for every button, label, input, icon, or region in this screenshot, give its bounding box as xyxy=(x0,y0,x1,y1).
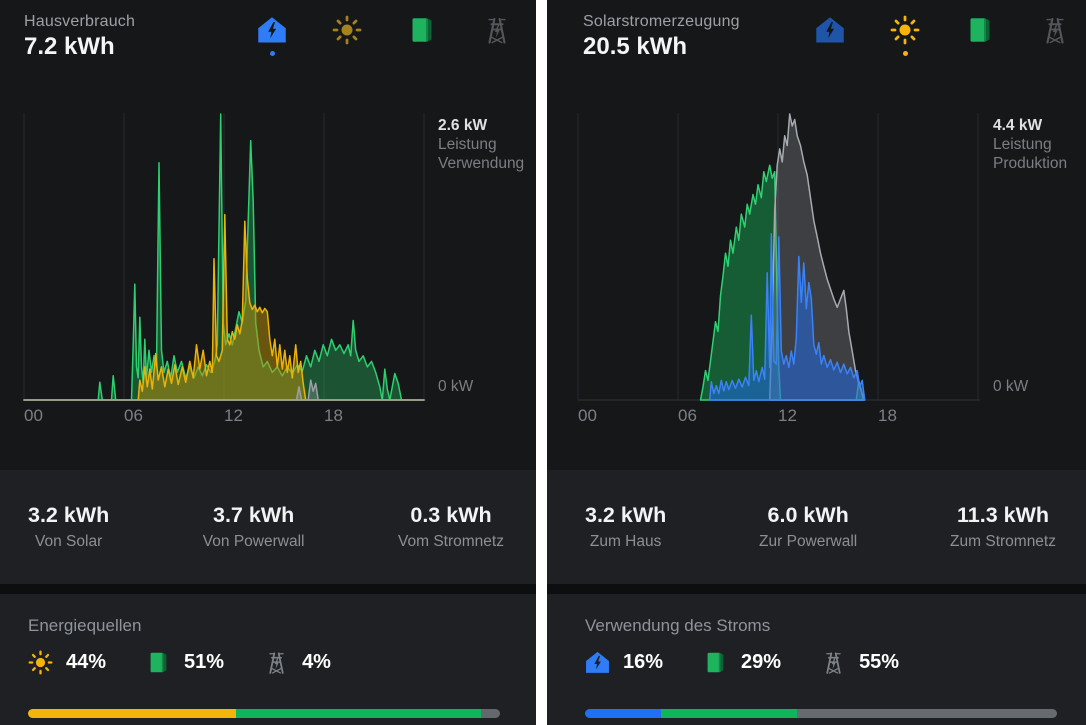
series-zum-haus xyxy=(699,164,864,401)
section-heading: Energiequellen xyxy=(28,616,142,635)
breakdown-item-grid: 55% xyxy=(821,650,899,675)
bar-segment xyxy=(28,709,236,718)
home-usage-chart xyxy=(23,113,426,401)
panel-title: Solarstromerzeugung xyxy=(583,13,740,30)
breakdown-item-sun: 44% xyxy=(28,650,106,675)
tab-grid[interactable] xyxy=(480,15,514,56)
stat-label: Von Solar xyxy=(35,533,103,550)
x-tick-label: 00 xyxy=(578,406,597,425)
stat-label: Zum Haus xyxy=(589,533,662,550)
tab-home[interactable] xyxy=(255,15,289,56)
series-zur-powerwall xyxy=(708,232,866,401)
tab-sun[interactable] xyxy=(888,15,922,56)
tab-grid[interactable] xyxy=(1038,15,1072,56)
stat-label: Zum Stromnetz xyxy=(950,533,1056,550)
y-axis-zero-label: 0 kW xyxy=(438,378,474,395)
stat-from-powerwall: 3.7 kWh Von Powerwall xyxy=(203,503,305,551)
percent-row: 44% 51% 4% xyxy=(28,650,331,675)
breakdown-percent: 16% xyxy=(623,651,664,673)
y-axis-sub1: Leistung xyxy=(438,136,497,153)
panel-solar-generation: Solarstromerzeugung 20.5 kWh 4.4 kW Leis… xyxy=(547,0,1086,725)
y-axis-zero-label: 0 kW xyxy=(993,378,1029,395)
x-tick-label: 06 xyxy=(124,406,143,425)
stat-from-solar: 3.2 kWh Von Solar xyxy=(28,503,109,551)
stats-band: 3.2 kWh Von Solar 3.7 kWh Von Powerwall … xyxy=(0,470,536,584)
breakdown-item-home: 16% xyxy=(585,650,663,675)
x-tick-label: 00 xyxy=(24,406,43,425)
breakdown-percent: 51% xyxy=(184,651,225,673)
breakdown-percent: 4% xyxy=(302,651,331,673)
y-max-value: 2.6 kW xyxy=(438,117,488,134)
powerwall-icon xyxy=(146,650,171,675)
stat-to-grid: 11.3 kWh Zum Stromnetz xyxy=(950,503,1056,551)
grid-icon xyxy=(821,650,846,675)
tab-sun[interactable] xyxy=(330,15,364,56)
breakdown-item-powerwall: 51% xyxy=(146,650,224,675)
series-zum-stromnetz xyxy=(768,113,866,401)
solar-generation-chart xyxy=(577,113,980,401)
stat-label: Vom Stromnetz xyxy=(398,533,504,550)
stat-label: Von Powerwall xyxy=(202,533,305,550)
source-tabs xyxy=(255,15,514,56)
y-axis-sub2: Verwendung xyxy=(438,155,525,172)
powerwall-icon xyxy=(703,650,728,675)
bar-segment xyxy=(235,709,482,718)
breakdown-percent: 29% xyxy=(741,651,782,673)
power-usage-section: Verwendung des Stroms 16% 29% 55% xyxy=(547,594,1086,725)
section-heading: Verwendung des Stroms xyxy=(585,616,771,635)
panel-total-value: 20.5 kWh xyxy=(583,33,688,60)
stat-value: 3.7 kWh xyxy=(213,503,295,527)
stat-value: 3.2 kWh xyxy=(28,503,110,527)
series-von-powerwall xyxy=(23,213,425,401)
tab-home[interactable] xyxy=(813,15,847,56)
bar-segment xyxy=(481,709,500,718)
source-tabs xyxy=(813,15,1072,56)
y-axis-sub2: Produktion xyxy=(993,155,1068,172)
panel-home-usage: Hausverbrauch 7.2 kWh 2.6 kW Leistung Ve… xyxy=(0,0,536,725)
stat-value: 3.2 kWh xyxy=(585,503,667,527)
x-tick-label: 12 xyxy=(224,406,243,425)
bar-segment xyxy=(660,709,798,718)
stat-value: 6.0 kWh xyxy=(767,503,849,527)
breakdown-percent: 44% xyxy=(66,651,107,673)
stat-from-grid: 0.3 kWh Vom Stromnetz xyxy=(398,503,504,551)
x-tick-label: 12 xyxy=(778,406,797,425)
grid-icon xyxy=(264,650,289,675)
stats-band: 3.2 kWh Zum Haus 6.0 kWh Zur Powerwall 1… xyxy=(547,470,1086,584)
y-axis-sub1: Leistung xyxy=(993,136,1052,153)
section-divider xyxy=(0,584,536,594)
stat-to-powerwall: 6.0 kWh Zur Powerwall xyxy=(759,503,857,551)
x-tick-label: 06 xyxy=(678,406,697,425)
energy-sources-section: Energiequellen 44% 51% 4% xyxy=(0,594,536,725)
section-divider xyxy=(547,584,1086,594)
breakdown-percent: 55% xyxy=(859,651,900,673)
breakdown-item-powerwall: 29% xyxy=(703,650,781,675)
tab-powerwall[interactable] xyxy=(405,15,439,56)
stat-to-home: 3.2 kWh Zum Haus xyxy=(585,503,666,551)
stat-label: Zur Powerwall xyxy=(759,533,858,550)
stat-value: 0.3 kWh xyxy=(410,503,492,527)
sun-icon xyxy=(28,650,53,675)
y-max-value: 4.4 kW xyxy=(993,117,1043,134)
home-icon xyxy=(585,650,610,675)
bar-segment xyxy=(585,709,661,718)
selected-tab-dot xyxy=(269,51,275,56)
breakdown-progress-bar xyxy=(28,709,500,718)
panel-title: Hausverbrauch xyxy=(24,13,136,30)
percent-row: 16% 29% 55% xyxy=(585,650,899,675)
bar-segment xyxy=(797,709,1057,718)
stat-value: 11.3 kWh xyxy=(957,503,1050,527)
panel-total-value: 7.2 kWh xyxy=(24,33,115,60)
breakdown-progress-bar xyxy=(585,709,1057,718)
y-axis-max-label: 4.4 kW Leistung Produktion xyxy=(993,116,1067,173)
x-tick-label: 18 xyxy=(878,406,897,425)
breakdown-item-grid: 4% xyxy=(264,650,331,675)
tab-powerwall[interactable] xyxy=(963,15,997,56)
selected-tab-dot xyxy=(902,51,908,56)
series-vom-stromnetz xyxy=(23,379,425,401)
y-axis-max-label: 2.6 kW Leistung Verwendung xyxy=(438,116,524,173)
x-tick-label: 18 xyxy=(324,406,343,425)
series-von-solar xyxy=(23,113,425,401)
